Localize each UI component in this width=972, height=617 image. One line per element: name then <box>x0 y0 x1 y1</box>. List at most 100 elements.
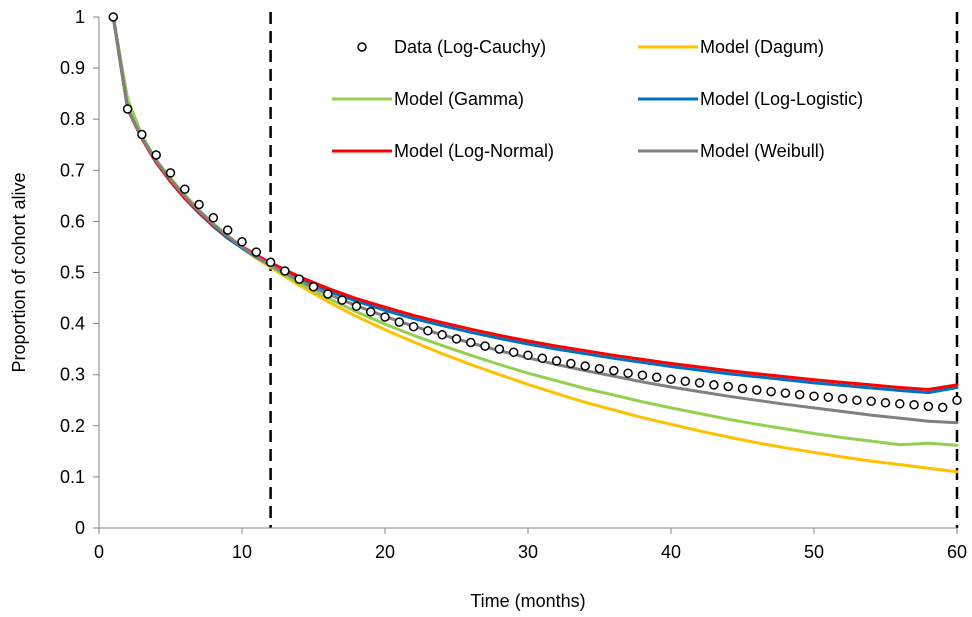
reference-lines <box>269 12 959 528</box>
y-tick-label: 0.8 <box>60 109 85 129</box>
series-line-model-log-normal <box>111 15 959 391</box>
legend-label: Model (Log-Normal) <box>394 141 554 161</box>
x-tick-label: 50 <box>804 542 824 562</box>
x-tick-label: 10 <box>232 542 252 562</box>
data-point <box>323 289 333 299</box>
legend-label: Model (Weibull) <box>700 141 825 161</box>
data-point <box>937 402 948 413</box>
data-point <box>852 395 862 406</box>
data-point <box>494 344 505 354</box>
data-point <box>952 395 962 406</box>
legend-label: Data (Log-Cauchy) <box>394 37 546 57</box>
data-point <box>108 12 119 22</box>
data-point <box>880 398 891 408</box>
data-point <box>737 383 748 394</box>
y-tick-label: 0.4 <box>60 314 85 334</box>
data-point <box>609 365 619 376</box>
data-point <box>923 401 934 412</box>
legend-label: Model (Log-Logistic) <box>700 89 863 109</box>
data-point <box>780 388 791 398</box>
data-point <box>680 376 691 387</box>
data-point <box>566 358 576 369</box>
data-point <box>895 399 905 409</box>
data-point <box>437 330 447 340</box>
data-point <box>594 363 605 374</box>
legend-item: Model (Dagum) <box>638 37 824 57</box>
legend-item: Model (Gamma) <box>332 89 524 109</box>
data-point <box>794 389 805 400</box>
data-point <box>122 104 133 114</box>
series-line-model-log-logistic <box>111 15 959 395</box>
data-point <box>237 237 247 247</box>
data-point <box>709 380 719 390</box>
data-point <box>137 129 147 140</box>
data-point <box>766 386 776 397</box>
series-line-model-weibull <box>111 15 959 425</box>
data-point <box>308 282 319 292</box>
y-axis-title: Proportion of cohort alive <box>9 172 29 372</box>
data-point <box>451 334 462 344</box>
y-tick-label: 0 <box>75 518 85 538</box>
data-point <box>365 307 376 317</box>
data-markers <box>108 12 962 413</box>
data-point <box>651 372 662 383</box>
data-point <box>623 368 633 378</box>
data-point <box>694 378 705 388</box>
y-tick-label: 0.1 <box>60 467 85 487</box>
data-point <box>380 312 390 322</box>
x-tick-label: 0 <box>94 542 104 562</box>
x-axis-ticks: 0 10 20 30 40 50 60 <box>94 528 967 562</box>
y-tick-label: 0.6 <box>60 211 85 231</box>
data-point <box>909 400 919 410</box>
data-point <box>809 391 819 401</box>
y-tick-label: 1 <box>75 7 85 27</box>
data-point <box>222 225 233 235</box>
data-point <box>394 317 405 327</box>
y-tick-label: 0.7 <box>60 160 85 180</box>
data-point <box>537 353 548 364</box>
data-point <box>666 374 676 385</box>
data-point <box>866 396 876 407</box>
legend-item: Data (Log-Cauchy) <box>357 37 546 57</box>
data-point <box>165 168 176 178</box>
data-point <box>180 184 190 194</box>
data-point <box>294 274 304 284</box>
data-point <box>265 257 276 268</box>
legend: Data (Log-Cauchy) Model (Dagum) Model (Gam… <box>332 37 863 161</box>
data-point <box>723 381 733 392</box>
data-point <box>280 266 290 276</box>
legend-item: Model (Weibull) <box>638 141 825 161</box>
data-point <box>351 301 362 311</box>
data-point <box>194 199 204 210</box>
data-point <box>823 392 834 402</box>
x-tick-label: 40 <box>661 542 681 562</box>
y-tick-label: 0.2 <box>60 416 85 436</box>
y-tick-label: 0.5 <box>60 263 85 283</box>
y-tick-label: 0.3 <box>60 365 85 385</box>
x-axis-title: Time (months) <box>470 591 585 611</box>
data-point <box>466 337 476 348</box>
data-point <box>523 350 533 361</box>
data-point <box>337 295 347 305</box>
legend-item: Model (Log-Logistic) <box>638 89 863 109</box>
x-tick-label: 20 <box>375 542 395 562</box>
x-tick-label: 60 <box>947 542 967 562</box>
data-point <box>151 150 161 160</box>
y-axis-ticks: 0 0.1 0.2 0.3 0.4 0.5 0.6 0.7 0.8 0.9 1 <box>60 7 99 538</box>
legend-label: Model (Dagum) <box>700 37 824 57</box>
data-point <box>508 347 519 357</box>
data-point <box>752 385 762 395</box>
legend-item: Model (Log-Normal) <box>332 141 554 161</box>
data-point <box>637 370 648 380</box>
legend-marker-open-circle <box>357 42 367 52</box>
data-point <box>208 213 219 223</box>
legend-label: Model (Gamma) <box>394 89 524 109</box>
data-point <box>408 321 419 332</box>
data-point <box>837 393 848 404</box>
x-tick-label: 30 <box>518 542 538 562</box>
data-point <box>480 341 490 351</box>
data-point <box>423 326 433 336</box>
y-tick-label: 0.9 <box>60 58 85 78</box>
data-point <box>251 247 262 257</box>
